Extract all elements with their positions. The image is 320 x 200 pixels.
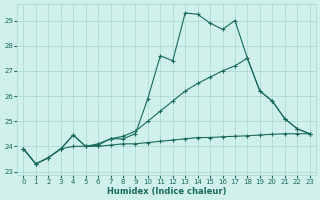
X-axis label: Humidex (Indice chaleur): Humidex (Indice chaleur) (107, 187, 226, 196)
